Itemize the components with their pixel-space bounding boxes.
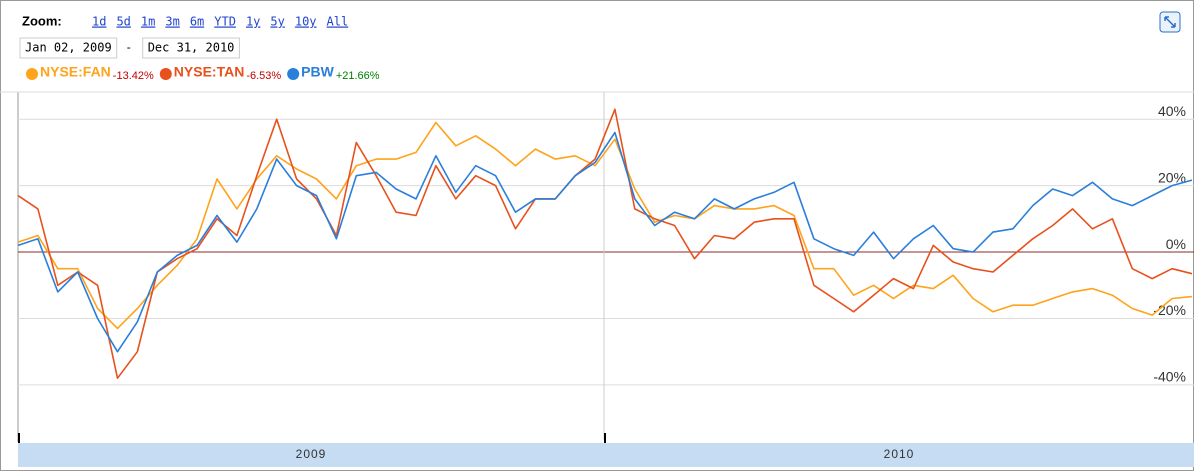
legend-name: NYSE:TAN [174, 64, 245, 80]
zoom-link[interactable]: 1d [92, 15, 106, 29]
y-tick-label: 20% [1158, 169, 1186, 185]
zoom-link[interactable]: 5y [270, 15, 284, 29]
zoom-link[interactable]: 10y [295, 15, 317, 29]
date-from[interactable]: Jan 02, 2009 [25, 41, 112, 55]
zoom-link[interactable]: 3m [165, 15, 179, 29]
legend-dot [159, 68, 172, 80]
zoom-link[interactable]: 6m [190, 15, 204, 29]
series-line [17, 131, 1193, 353]
date-from-box [19, 37, 118, 59]
period-label: 2010 [884, 447, 915, 461]
zoom-label: Zoom: [22, 13, 62, 28]
date-to-box [142, 37, 240, 59]
date-separator: - [127, 40, 131, 54]
y-tick-label: -20% [1153, 302, 1186, 318]
expand-icon [1164, 16, 1176, 28]
date-to[interactable]: Dec 31, 2010 [148, 41, 235, 55]
zoom-link[interactable]: 5d [116, 15, 130, 29]
legend-dot [26, 68, 38, 80]
period-band [18, 443, 1194, 467]
period-label: 2009 [296, 447, 327, 461]
zoom-link[interactable]: YTD [214, 15, 236, 29]
zoom-link[interactable]: 1m [141, 15, 155, 29]
y-tick-label: 40% [1158, 103, 1186, 119]
zoom-link[interactable]: All [327, 15, 349, 29]
series-line [17, 121, 1193, 330]
y-tick-label: 0% [1166, 236, 1186, 252]
legend-change: -13.42% [113, 70, 154, 82]
legend-name: NYSE:FAN [40, 64, 111, 80]
legend-change: -6.53% [246, 70, 281, 82]
legend-change: +21.66% [336, 70, 380, 82]
series-line [17, 108, 1193, 379]
zoom-link[interactable]: 1y [246, 15, 260, 29]
y-tick-label: -40% [1153, 369, 1186, 385]
legend-name: PBW [301, 64, 334, 80]
legend-dot [287, 68, 300, 80]
